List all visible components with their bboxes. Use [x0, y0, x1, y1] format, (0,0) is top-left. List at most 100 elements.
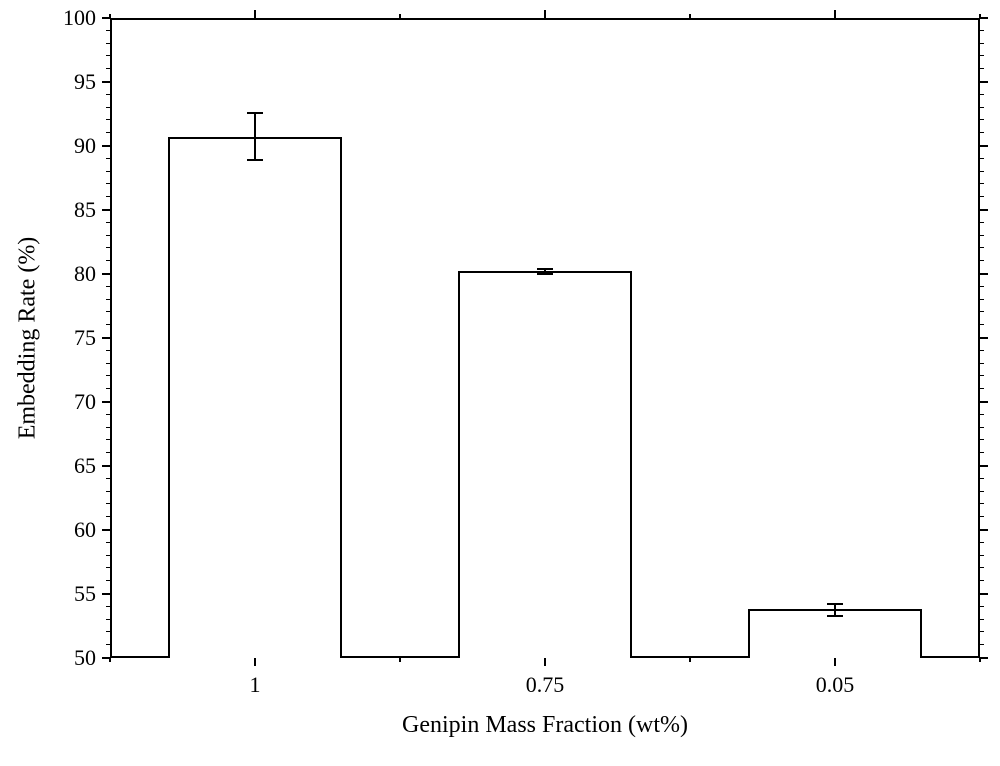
y-minor-tick: [106, 68, 110, 69]
y-minor-tick-right: [980, 439, 984, 440]
y-tick-label: 85: [0, 197, 96, 223]
x-minor-tick: [109, 658, 111, 662]
y-major-tick-right: [980, 273, 988, 275]
y-minor-tick: [106, 30, 110, 31]
y-minor-tick: [106, 580, 110, 581]
y-minor-tick-right: [980, 286, 984, 287]
y-minor-tick: [106, 516, 110, 517]
y-minor-tick: [106, 158, 110, 159]
y-major-tick-right: [980, 209, 988, 211]
y-minor-tick: [106, 555, 110, 556]
y-tick-label: 65: [0, 453, 96, 479]
y-tick-label: 60: [0, 517, 96, 543]
y-minor-tick-right: [980, 222, 984, 223]
y-minor-tick-right: [980, 171, 984, 172]
y-minor-tick-right: [980, 375, 984, 376]
y-minor-tick-right: [980, 414, 984, 415]
y-minor-tick: [106, 363, 110, 364]
y-minor-tick: [106, 542, 110, 543]
y-major-tick-right: [980, 465, 988, 467]
y-minor-tick-right: [980, 388, 984, 389]
x-major-tick-top: [544, 10, 546, 18]
y-minor-tick: [106, 94, 110, 95]
y-minor-tick-right: [980, 247, 984, 248]
y-minor-tick: [106, 119, 110, 120]
y-major-tick-right: [980, 17, 988, 19]
bar: [458, 271, 632, 658]
x-minor-tick: [689, 658, 691, 662]
y-major-tick: [102, 273, 110, 275]
embedding-rate-bar-chart: 50556065707580859095100Embedding Rate (%…: [0, 0, 1000, 766]
y-minor-tick-right: [980, 555, 984, 556]
y-minor-tick-right: [980, 427, 984, 428]
y-minor-tick-right: [980, 235, 984, 236]
x-minor-tick-top: [979, 14, 981, 18]
x-minor-tick-top: [109, 14, 111, 18]
y-minor-tick-right: [980, 196, 984, 197]
y-major-tick-right: [980, 81, 988, 83]
y-minor-tick-right: [980, 43, 984, 44]
y-minor-tick: [106, 439, 110, 440]
y-minor-tick-right: [980, 94, 984, 95]
y-minor-tick-right: [980, 478, 984, 479]
error-bar-cap-top: [537, 268, 553, 270]
error-bar-cap-top: [247, 112, 263, 114]
y-major-tick: [102, 529, 110, 531]
y-minor-tick-right: [980, 542, 984, 543]
y-minor-tick: [106, 235, 110, 236]
y-major-tick: [102, 209, 110, 211]
y-tick-label: 55: [0, 581, 96, 607]
y-minor-tick-right: [980, 350, 984, 351]
y-major-tick: [102, 145, 110, 147]
y-minor-tick-right: [980, 619, 984, 620]
y-minor-tick: [106, 375, 110, 376]
y-minor-tick: [106, 491, 110, 492]
x-major-tick-top: [834, 10, 836, 18]
x-minor-tick-top: [689, 14, 691, 18]
y-major-tick: [102, 593, 110, 595]
y-minor-tick: [106, 299, 110, 300]
y-minor-tick-right: [980, 324, 984, 325]
y-minor-tick-right: [980, 299, 984, 300]
y-minor-tick: [106, 644, 110, 645]
y-minor-tick: [106, 43, 110, 44]
y-minor-tick-right: [980, 68, 984, 69]
x-tick-label: 1: [250, 672, 261, 698]
y-major-tick-right: [980, 593, 988, 595]
y-minor-tick: [106, 222, 110, 223]
y-minor-tick-right: [980, 363, 984, 364]
y-minor-tick: [106, 324, 110, 325]
error-bar-cap-bottom: [537, 273, 553, 275]
y-minor-tick: [106, 503, 110, 504]
y-minor-tick: [106, 567, 110, 568]
y-minor-tick: [106, 286, 110, 287]
y-minor-tick-right: [980, 567, 984, 568]
y-minor-tick: [106, 631, 110, 632]
y-minor-tick-right: [980, 55, 984, 56]
error-bar-line: [254, 113, 256, 160]
y-minor-tick-right: [980, 644, 984, 645]
y-minor-tick: [106, 619, 110, 620]
y-minor-tick-right: [980, 311, 984, 312]
error-bar-cap-bottom: [827, 615, 843, 617]
y-major-tick-right: [980, 145, 988, 147]
y-minor-tick: [106, 388, 110, 389]
y-major-tick-right: [980, 401, 988, 403]
x-tick-label: 0.05: [816, 672, 855, 698]
y-minor-tick-right: [980, 491, 984, 492]
x-major-tick: [254, 658, 256, 666]
y-axis-label: Embedding Rate (%): [15, 237, 42, 440]
y-minor-tick: [106, 427, 110, 428]
y-minor-tick: [106, 478, 110, 479]
y-minor-tick-right: [980, 132, 984, 133]
y-minor-tick: [106, 350, 110, 351]
y-minor-tick: [106, 171, 110, 172]
y-minor-tick: [106, 452, 110, 453]
y-minor-tick-right: [980, 516, 984, 517]
y-minor-tick: [106, 183, 110, 184]
y-minor-tick: [106, 196, 110, 197]
error-bar-cap-bottom: [247, 159, 263, 161]
y-minor-tick-right: [980, 503, 984, 504]
x-major-tick-top: [254, 10, 256, 18]
y-major-tick: [102, 81, 110, 83]
